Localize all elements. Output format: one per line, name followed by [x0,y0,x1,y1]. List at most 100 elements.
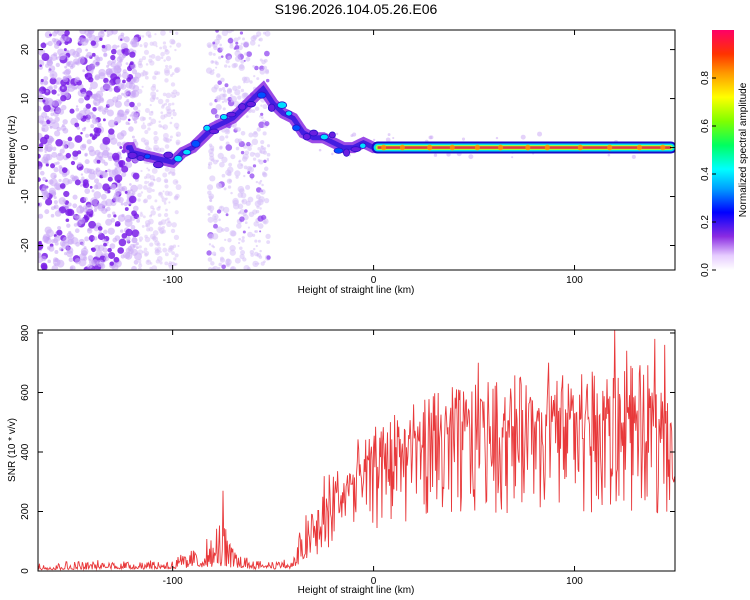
noise-blob [150,205,154,210]
noise-blob [137,258,142,263]
noise-blob [262,150,268,155]
noise-blob [162,41,167,45]
noise-blob [169,45,172,48]
noise-blob [260,112,264,116]
noise-blob [117,34,125,42]
noise-blob [240,130,246,136]
noise-blob [151,167,158,174]
noise-blob [259,68,266,75]
noise-blob [99,96,104,102]
noise-blob [254,262,257,265]
noise-blob [207,216,214,223]
noise-blob [210,108,218,115]
noise-blob [157,213,162,217]
ridge-knot [544,144,550,151]
x-tick-label: 0 [371,275,377,286]
noise-blob [225,59,230,64]
noise-blob [144,219,151,226]
noise-blob [158,124,162,128]
noise-blob [114,223,118,227]
noise-blob [81,250,88,257]
noise-blob [94,35,101,43]
noise-blob [41,192,49,200]
noise-blob [222,107,226,111]
colorbar: 0.0 0.2 0.4 0.6 0.8 Normalized spectral ampl… [700,30,749,277]
noise-blob [129,183,132,186]
noise-blob [144,129,149,135]
ridge-blob [163,151,174,159]
noise-blob [129,91,137,99]
noise-blob [118,186,124,192]
noise-blob [260,116,264,120]
noise-blob [94,178,99,184]
noise-blob [83,197,88,202]
noise-blob [65,62,71,67]
noise-blob [350,134,354,138]
noise-blob [261,183,264,187]
noise-blob [255,194,261,200]
noise-blob [211,148,215,152]
y-tick-label: 600 [20,384,31,401]
noise-blob [127,245,133,251]
noise-blob [235,41,239,45]
noise-blob [137,109,141,113]
noise-blob [225,129,230,133]
noise-blob [140,191,144,194]
noise-blob [123,92,129,98]
noise-blob [159,250,162,253]
noise-blob [121,71,129,79]
noise-blob [46,59,54,66]
noise-blob [106,64,110,68]
noise-blob [138,236,144,241]
noise-blob [158,120,161,123]
noise-blob [219,246,225,253]
noise-blob [81,127,86,132]
noise-blob [114,174,123,183]
noise-blob [137,184,143,190]
noise-blob [249,40,256,46]
noise-blob [132,84,140,92]
noise-blob [159,46,163,50]
noise-blob [168,201,171,204]
noise-blob [236,223,242,229]
noise-blob [103,52,108,57]
noise-blob [150,214,153,217]
noise-blob [42,153,51,162]
noise-blob [252,157,257,161]
colorbar-ticks: 0.0 0.2 0.4 0.6 0.8 [700,71,716,277]
noise-blob [206,184,214,191]
x-tick-label: -100 [163,275,183,286]
noise-blob [162,247,168,253]
noise-blob [153,135,159,142]
noise-blob [216,97,221,102]
noise-blob [234,50,241,57]
noise-blob [240,88,245,93]
noise-blob [38,105,42,112]
ridge-knot [399,144,405,151]
ridge-knot [449,144,455,151]
noise-blob [141,56,146,61]
noise-blob [110,54,116,61]
noise-blob [169,135,173,139]
noise-blob [148,226,154,232]
noise-blob [258,115,262,118]
noise-blob [237,162,244,170]
noise-blob [218,218,221,222]
noise-blob [171,222,177,228]
noise-blob [219,43,222,47]
noise-blob [218,87,223,92]
x-tick-label: -100 [163,576,183,587]
noise-blob [82,115,87,119]
ridge-blob [203,124,211,132]
noise-blob [226,30,233,34]
noise-blob [97,232,106,241]
noise-blob [151,189,155,193]
snr-frame [37,329,676,572]
noise-blob [153,131,158,136]
noise-blob [266,255,271,260]
noise-blob [44,150,47,154]
noise-blob [144,180,148,185]
noise-blob [75,105,79,108]
noise-blob [145,63,149,66]
